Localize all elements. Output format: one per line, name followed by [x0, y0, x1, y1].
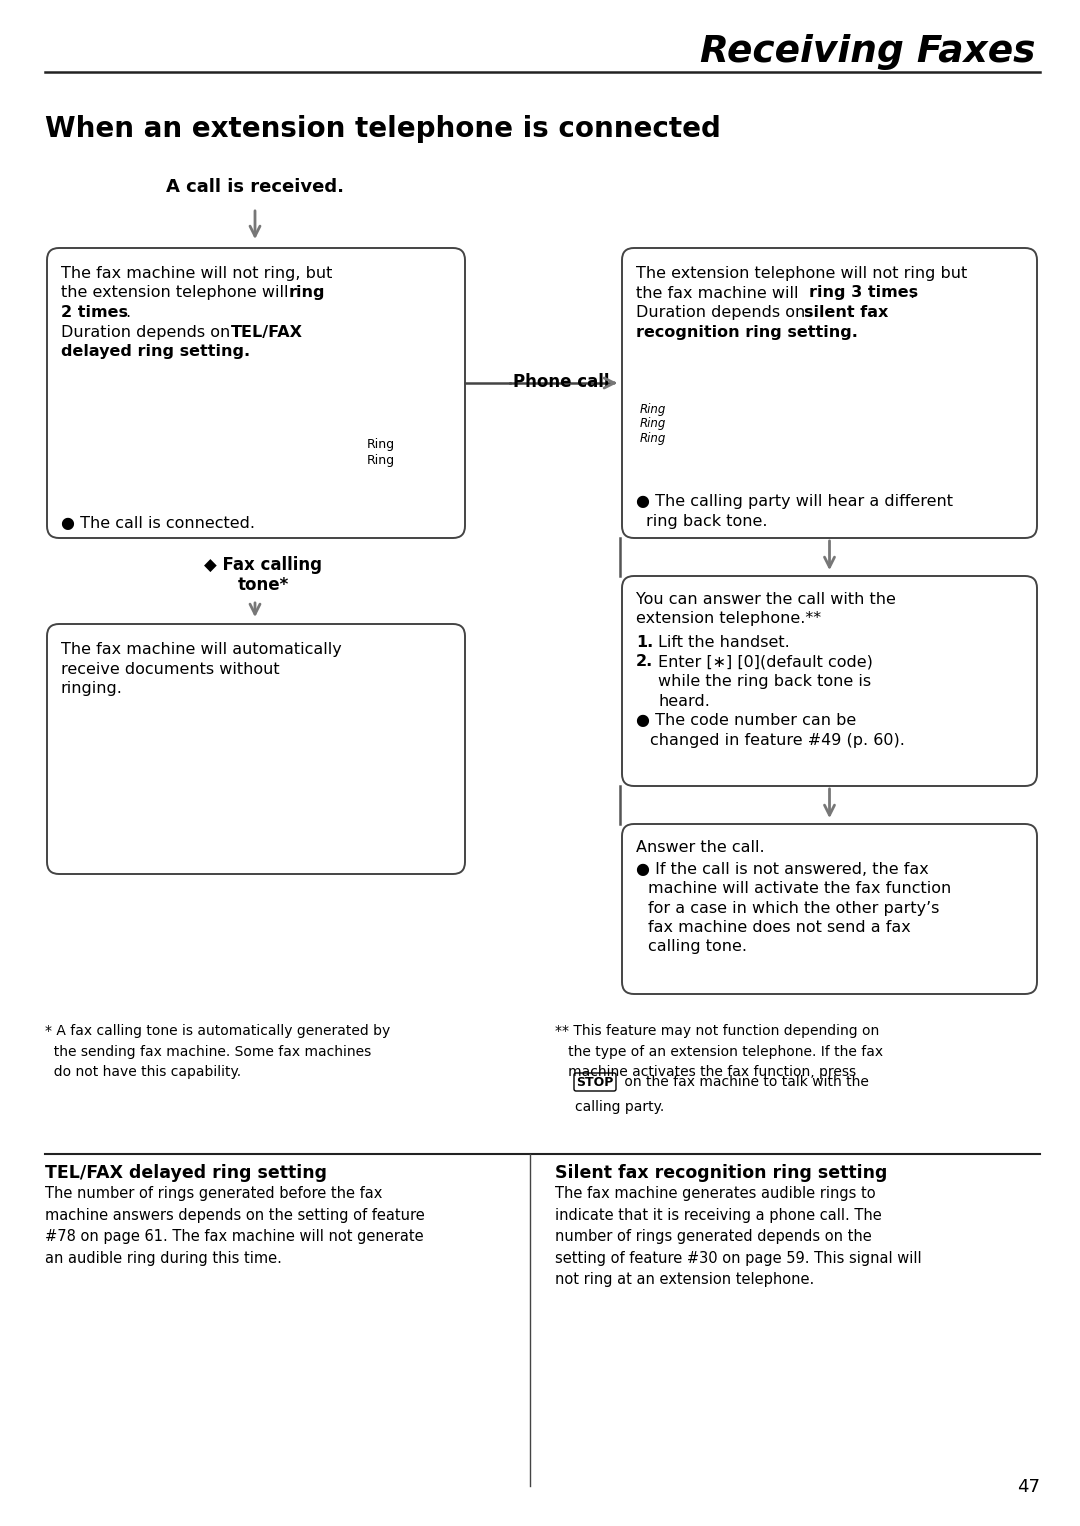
Text: Lift the handset.: Lift the handset.: [658, 635, 789, 650]
Text: The fax machine will not ring, but: The fax machine will not ring, but: [60, 266, 333, 281]
Text: TEL/FAX: TEL/FAX: [231, 325, 303, 339]
Text: The number of rings generated before the fax
machine answers depends on the sett: The number of rings generated before the…: [45, 1186, 424, 1265]
Text: ● The call is connected.: ● The call is connected.: [60, 516, 255, 531]
Text: 2.: 2.: [636, 655, 653, 670]
Text: receive documents without: receive documents without: [60, 661, 280, 676]
Text: Answer the call.: Answer the call.: [636, 839, 765, 855]
Text: the extension telephone will: the extension telephone will: [60, 285, 294, 301]
FancyBboxPatch shape: [573, 1073, 616, 1091]
Text: .: .: [909, 285, 914, 301]
Text: Silent fax recognition ring setting: Silent fax recognition ring setting: [555, 1164, 888, 1183]
Text: ● The code number can be: ● The code number can be: [636, 713, 856, 728]
Text: The fax machine generates audible rings to
indicate that it is receiving a phone: The fax machine generates audible rings …: [555, 1186, 921, 1288]
Text: machine will activate the fax function: machine will activate the fax function: [648, 881, 951, 896]
Text: recognition ring setting.: recognition ring setting.: [636, 325, 858, 339]
Text: calling party.: calling party.: [575, 1100, 664, 1114]
Text: The extension telephone will not ring but: The extension telephone will not ring bu…: [636, 266, 968, 281]
Text: 2 times: 2 times: [60, 305, 129, 320]
Text: the fax machine will: the fax machine will: [636, 285, 804, 301]
Text: tone*: tone*: [238, 575, 288, 594]
Text: Ring
Ring: Ring Ring: [367, 438, 395, 467]
Text: for a case in which the other party’s: for a case in which the other party’s: [648, 900, 940, 916]
Text: 1.: 1.: [636, 635, 653, 650]
Text: Ring
Ring
Ring: Ring Ring Ring: [640, 403, 666, 446]
FancyBboxPatch shape: [48, 624, 465, 874]
Text: while the ring back tone is: while the ring back tone is: [658, 674, 872, 690]
Text: ● The calling party will hear a different: ● The calling party will hear a differen…: [636, 494, 953, 510]
Text: delayed ring setting.: delayed ring setting.: [60, 343, 251, 359]
Text: STOP: STOP: [577, 1076, 613, 1088]
Text: heard.: heard.: [658, 693, 710, 708]
Text: Phone call: Phone call: [513, 372, 609, 391]
Text: A call is received.: A call is received.: [166, 179, 345, 195]
Text: The fax machine will automatically: The fax machine will automatically: [60, 642, 341, 658]
Text: changed in feature #49 (p. 60).: changed in feature #49 (p. 60).: [650, 732, 905, 748]
Text: Duration depends on: Duration depends on: [60, 325, 235, 339]
Text: ◆ Fax calling: ◆ Fax calling: [204, 555, 322, 574]
Text: Receiving Faxes: Receiving Faxes: [700, 34, 1035, 70]
Text: on the fax machine to talk with the: on the fax machine to talk with the: [620, 1074, 869, 1090]
Text: 47: 47: [1017, 1479, 1040, 1495]
Text: Duration depends on: Duration depends on: [636, 305, 810, 320]
FancyBboxPatch shape: [622, 249, 1037, 539]
FancyBboxPatch shape: [48, 249, 465, 539]
Text: silent fax: silent fax: [804, 305, 889, 320]
Text: ** This feature may not function depending on
   the type of an extension teleph: ** This feature may not function dependi…: [555, 1024, 883, 1079]
Text: You can answer the call with the: You can answer the call with the: [636, 592, 896, 607]
Text: extension telephone.**: extension telephone.**: [636, 612, 821, 627]
Text: Enter [∗] [0](default code): Enter [∗] [0](default code): [658, 655, 873, 670]
Text: fax machine does not send a fax: fax machine does not send a fax: [648, 920, 910, 935]
Text: ringing.: ringing.: [60, 681, 123, 696]
Text: * A fax calling tone is automatically generated by
  the sending fax machine. So: * A fax calling tone is automatically ge…: [45, 1024, 390, 1079]
FancyBboxPatch shape: [622, 824, 1037, 993]
Text: When an extension telephone is connected: When an extension telephone is connected: [45, 114, 720, 143]
Text: calling tone.: calling tone.: [648, 940, 747, 954]
Text: ring back tone.: ring back tone.: [646, 514, 768, 530]
Text: TEL/FAX delayed ring setting: TEL/FAX delayed ring setting: [45, 1164, 327, 1183]
FancyBboxPatch shape: [622, 575, 1037, 786]
Text: ring: ring: [289, 285, 325, 301]
Text: ring 3 times: ring 3 times: [809, 285, 918, 301]
Text: .: .: [125, 305, 130, 320]
Text: ● If the call is not answered, the fax: ● If the call is not answered, the fax: [636, 862, 929, 876]
